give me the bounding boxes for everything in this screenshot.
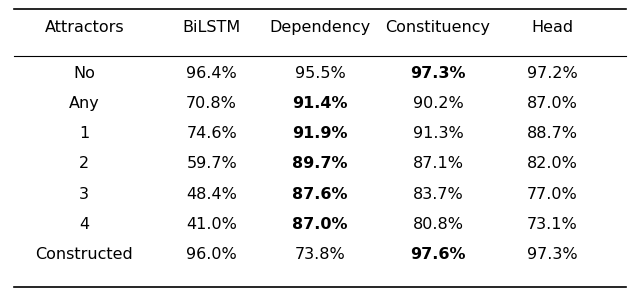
- Text: 96.4%: 96.4%: [186, 66, 237, 81]
- Text: 96.0%: 96.0%: [186, 247, 237, 262]
- Text: Constructed: Constructed: [35, 247, 133, 262]
- Text: 88.7%: 88.7%: [527, 126, 578, 141]
- Text: Constituency: Constituency: [385, 20, 490, 35]
- Text: BiLSTM: BiLSTM: [182, 20, 241, 35]
- Text: Attractors: Attractors: [44, 20, 124, 35]
- Text: 74.6%: 74.6%: [186, 126, 237, 141]
- Text: 97.2%: 97.2%: [527, 66, 578, 81]
- Text: 3: 3: [79, 186, 89, 202]
- Text: Any: Any: [69, 96, 100, 111]
- Text: 90.2%: 90.2%: [413, 96, 463, 111]
- Text: 73.8%: 73.8%: [294, 247, 346, 262]
- Text: 70.8%: 70.8%: [186, 96, 237, 111]
- Text: 97.3%: 97.3%: [410, 66, 466, 81]
- Text: 41.0%: 41.0%: [186, 217, 237, 232]
- Text: 87.0%: 87.0%: [292, 217, 348, 232]
- Text: 97.6%: 97.6%: [410, 247, 466, 262]
- Text: 82.0%: 82.0%: [527, 156, 578, 171]
- Text: 97.3%: 97.3%: [527, 247, 578, 262]
- Text: 91.3%: 91.3%: [413, 126, 463, 141]
- Text: Dependency: Dependency: [269, 20, 371, 35]
- Text: 1: 1: [79, 126, 90, 141]
- Text: 73.1%: 73.1%: [527, 217, 578, 232]
- Text: 80.8%: 80.8%: [412, 217, 463, 232]
- Text: 59.7%: 59.7%: [186, 156, 237, 171]
- Text: 95.5%: 95.5%: [294, 66, 346, 81]
- Text: 91.9%: 91.9%: [292, 126, 348, 141]
- Text: No: No: [74, 66, 95, 81]
- Text: 2: 2: [79, 156, 90, 171]
- Text: 87.0%: 87.0%: [527, 96, 578, 111]
- Text: 4: 4: [79, 217, 90, 232]
- Text: 91.4%: 91.4%: [292, 96, 348, 111]
- Text: 48.4%: 48.4%: [186, 186, 237, 202]
- Text: 87.1%: 87.1%: [412, 156, 463, 171]
- Text: Head: Head: [532, 20, 573, 35]
- Text: 83.7%: 83.7%: [413, 186, 463, 202]
- Text: 87.6%: 87.6%: [292, 186, 348, 202]
- Text: 77.0%: 77.0%: [527, 186, 578, 202]
- Text: 89.7%: 89.7%: [292, 156, 348, 171]
